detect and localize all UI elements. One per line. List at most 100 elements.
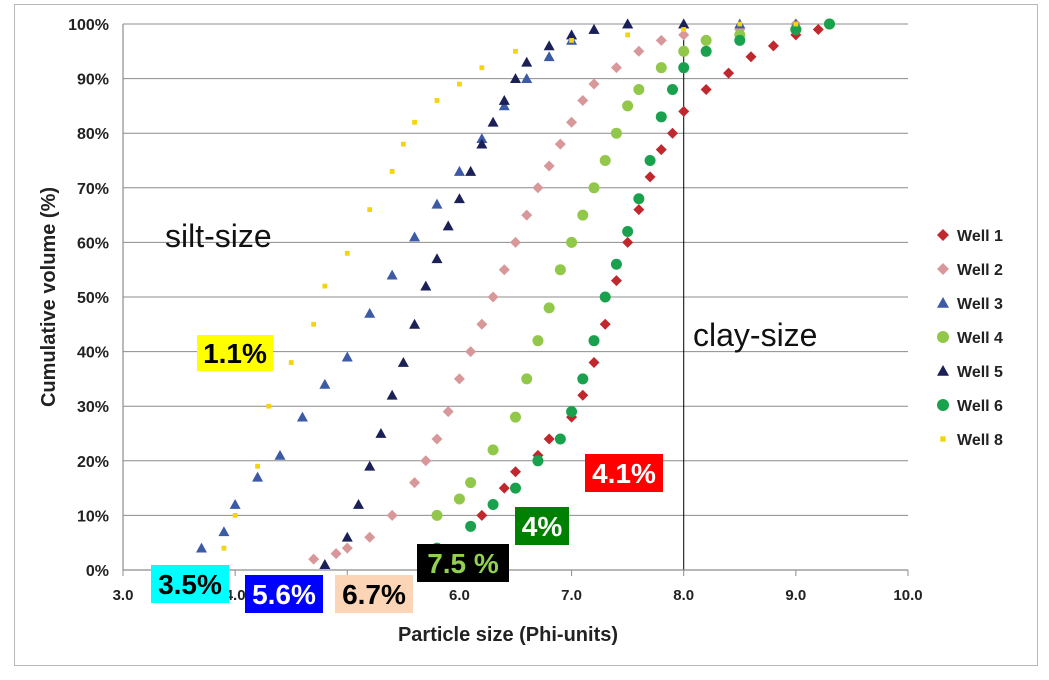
well-1-point (543, 433, 555, 445)
well-4-point (599, 155, 611, 166)
well-8-point (412, 119, 417, 125)
well-4-point (431, 509, 443, 521)
well-4-point (566, 236, 578, 248)
well-8-legend-label: Well 8 (957, 432, 1003, 449)
well-1-point (622, 236, 634, 248)
well-6-point (655, 111, 667, 123)
well-3-legend-marker (937, 297, 949, 308)
well-3-point (229, 498, 241, 509)
well-5-point (588, 23, 600, 34)
well-1-point (476, 509, 488, 521)
well-5-point (622, 18, 634, 29)
well-8-legend-marker (940, 436, 946, 442)
y-tick-label: 0% (86, 563, 109, 580)
well-8-point (434, 98, 440, 103)
well-5-point (678, 18, 690, 29)
well-5-point (566, 29, 578, 40)
well-3-point (341, 351, 353, 362)
annotation-6-7-label: 6.7% (342, 579, 406, 610)
well-5-point (375, 428, 387, 438)
well-4-point (622, 100, 634, 112)
well-3-point (521, 73, 533, 83)
well-6-point (487, 498, 499, 510)
annotation-7-5-label: 7.5 % (427, 548, 499, 579)
well-5-point (341, 531, 353, 542)
y-tick-label: 20% (77, 454, 109, 471)
well-3-point (498, 100, 510, 111)
well-8-point (266, 403, 272, 409)
well-8-point (367, 207, 373, 213)
well-5-point (510, 73, 521, 83)
y-tick-label: 90% (77, 72, 109, 89)
well-2-point (442, 406, 454, 418)
y-tick-label: 100% (68, 17, 109, 34)
well-2-point (588, 78, 600, 90)
well-1-point (599, 318, 611, 330)
well-5-point (397, 357, 409, 367)
well-3-series (196, 18, 802, 553)
well-3-point (543, 51, 555, 62)
well-8-point (344, 250, 350, 256)
well-3-legend-label: Well 3 (957, 296, 1003, 313)
well-1-point (577, 389, 589, 401)
well-2-point (476, 318, 488, 330)
well-2-point (543, 160, 555, 172)
well-1-point (644, 171, 656, 183)
x-tick-label: 6.0 (449, 587, 470, 604)
well-6-point (700, 45, 712, 57)
well-5-legend-marker (937, 365, 949, 376)
well-8-point (457, 81, 462, 87)
well-2-point (386, 509, 398, 521)
well-6-point (577, 373, 589, 385)
well-3-point (386, 269, 398, 280)
well-4-point (521, 373, 533, 385)
well-5-legend-label: Well 5 (957, 364, 1003, 381)
annotation-1-1-label: 1.1% (203, 338, 267, 369)
well-3-point (409, 231, 421, 242)
y-tick-label: 50% (77, 290, 109, 307)
well-2-point (341, 542, 353, 554)
well-8-point (232, 513, 238, 518)
well-6-point (566, 406, 578, 418)
well-4-point (453, 493, 465, 505)
annotation-4-1-label: 4.1% (592, 458, 656, 489)
well-3-point (431, 198, 443, 209)
well-3-point (319, 378, 331, 389)
x-tick-label: 9.0 (785, 587, 806, 604)
well-2-point (409, 477, 421, 489)
well-6-point (554, 433, 566, 445)
well-8-series (221, 21, 799, 551)
chart-frame: 0% 10% 20% 30% 40% 50% 60% 70% 80% 90% 100% 3.0 4.0 5… (14, 4, 1038, 666)
annotation-1-1-box (197, 335, 273, 371)
well-5-point (442, 220, 454, 231)
well-1-point (633, 204, 645, 216)
well-5-point (431, 253, 443, 264)
well-8-point (793, 21, 799, 27)
annotations: silt-size clay-size 1.1% 3.5% 5.6% 6.7% 7.5 % 4… (151, 218, 817, 613)
well-2-point (610, 62, 622, 74)
well-5-point (409, 318, 421, 329)
data-points (196, 18, 835, 569)
well-2-point (308, 553, 320, 565)
well-3-point (274, 449, 286, 460)
well-1-point (498, 482, 510, 494)
x-tick-label: 4.0 (225, 587, 246, 604)
well-1-point (610, 275, 622, 287)
well-6-point (588, 335, 600, 347)
well-1-legend-marker (937, 229, 949, 241)
well-2-series (308, 18, 835, 565)
legend: Well 1 Well 2 Well 3 Well 4 Well 5 Well 6 Well… (937, 228, 1003, 449)
well-8-point (737, 21, 743, 27)
well-1-point (767, 40, 779, 52)
well-6-point (667, 84, 678, 96)
well-5-point (543, 40, 555, 51)
well-4-series (431, 18, 835, 521)
well-3-point (364, 307, 376, 318)
well-2-point (465, 346, 477, 358)
well-8-point (311, 321, 317, 327)
well-2-point (431, 433, 443, 445)
well-5-point (521, 56, 533, 67)
well-1-point (723, 67, 735, 79)
well-3-point (252, 471, 264, 482)
well-8-point (625, 32, 631, 38)
